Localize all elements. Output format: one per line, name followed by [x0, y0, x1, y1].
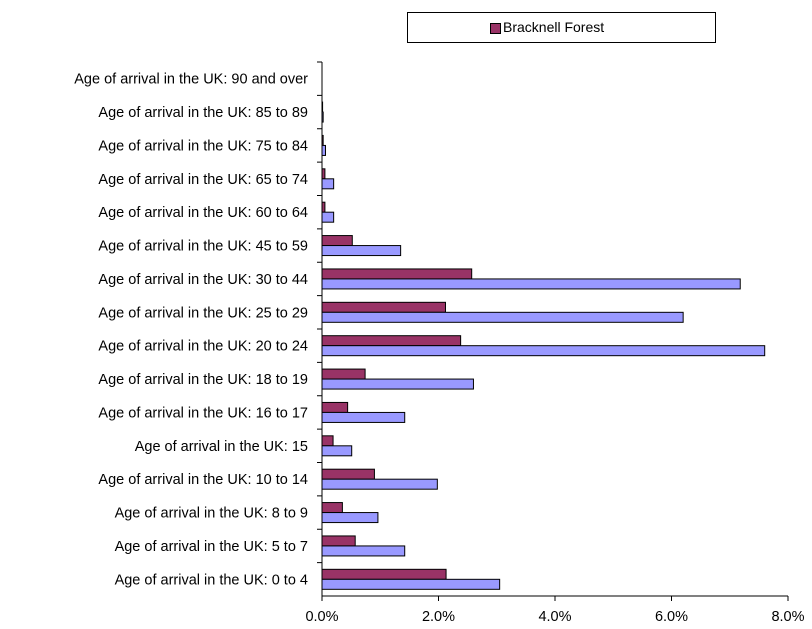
category-label: Age of arrival in the UK: 8 to 9 [115, 506, 308, 522]
category-labels: Age of arrival in the UK: 0 to 4 Age of a… [74, 72, 308, 589]
bar-s1-9 [321, 278, 741, 290]
legend-swatch [490, 23, 501, 34]
category-label: Age of arrival in the UK: 0 to 4 [115, 572, 308, 588]
bar-s1-7 [321, 345, 766, 357]
x-tick-label: 8.0% [771, 609, 804, 625]
bar-s1-10 [321, 245, 402, 257]
legend: Bracknell Forest [407, 12, 716, 43]
bar-s1-12 [321, 178, 335, 190]
bar-s1-8 [321, 311, 684, 323]
bar-s1-5 [321, 411, 406, 423]
category-label: Age of arrival in the UK: 15 [135, 439, 308, 455]
x-tick-label: 6.0% [655, 609, 688, 625]
category-label: Age of arrival in the UK: 5 to 7 [115, 539, 308, 555]
bar-s1-0 [321, 578, 501, 590]
bar-s0-7 [321, 335, 462, 347]
category-label: Age of arrival in the UK: 10 to 14 [98, 472, 308, 488]
bar-s1-2 [321, 512, 379, 524]
x-tick-label: 2.0% [422, 609, 455, 625]
x-ticks: 0.0% 2.0% 4.0% 6.0% 8.0% [305, 596, 805, 625]
category-label: Age of arrival in the UK: 90 and over [74, 72, 308, 88]
category-label: Age of arrival in the UK: 85 to 89 [98, 105, 308, 121]
bar-s0-3 [321, 468, 375, 480]
bar-s0-1 [321, 535, 356, 547]
x-tick-label: 0.0% [305, 609, 338, 625]
category-label: Age of arrival in the UK: 45 to 59 [98, 239, 308, 255]
category-label: Age of arrival in the UK: 25 to 29 [98, 305, 308, 321]
category-label: Age of arrival in the UK: 20 to 24 [98, 339, 308, 355]
category-label: Age of arrival in the UK: 65 to 74 [98, 172, 308, 188]
axes [317, 61, 788, 597]
bar-s0-8 [321, 301, 446, 313]
bar-s1-6 [321, 378, 474, 390]
bars-group [321, 101, 766, 590]
legend-label: Bracknell Forest [503, 19, 605, 35]
category-label: Age of arrival in the UK: 60 to 64 [98, 205, 308, 221]
bar-s1-4 [321, 445, 353, 457]
bar-s0-2 [321, 502, 343, 514]
bar-s0-6 [321, 368, 366, 380]
bar-s0-10 [321, 235, 353, 247]
bar-s1-1 [321, 545, 406, 557]
bar-s0-9 [321, 268, 473, 280]
category-label: Age of arrival in the UK: 16 to 17 [98, 405, 308, 421]
category-label: Age of arrival in the UK: 30 to 44 [98, 272, 308, 288]
bar-s0-4 [321, 435, 334, 447]
category-label: Age of arrival in the UK: 75 to 84 [98, 138, 308, 154]
bar-s1-11 [321, 211, 335, 223]
bar-s0-5 [321, 401, 349, 413]
category-label: Age of arrival in the UK: 18 to 19 [98, 372, 308, 388]
bar-s1-13 [321, 144, 326, 156]
x-tick-label: 4.0% [538, 609, 571, 625]
bar-s1-3 [321, 478, 438, 490]
bar-s0-0 [321, 568, 447, 580]
